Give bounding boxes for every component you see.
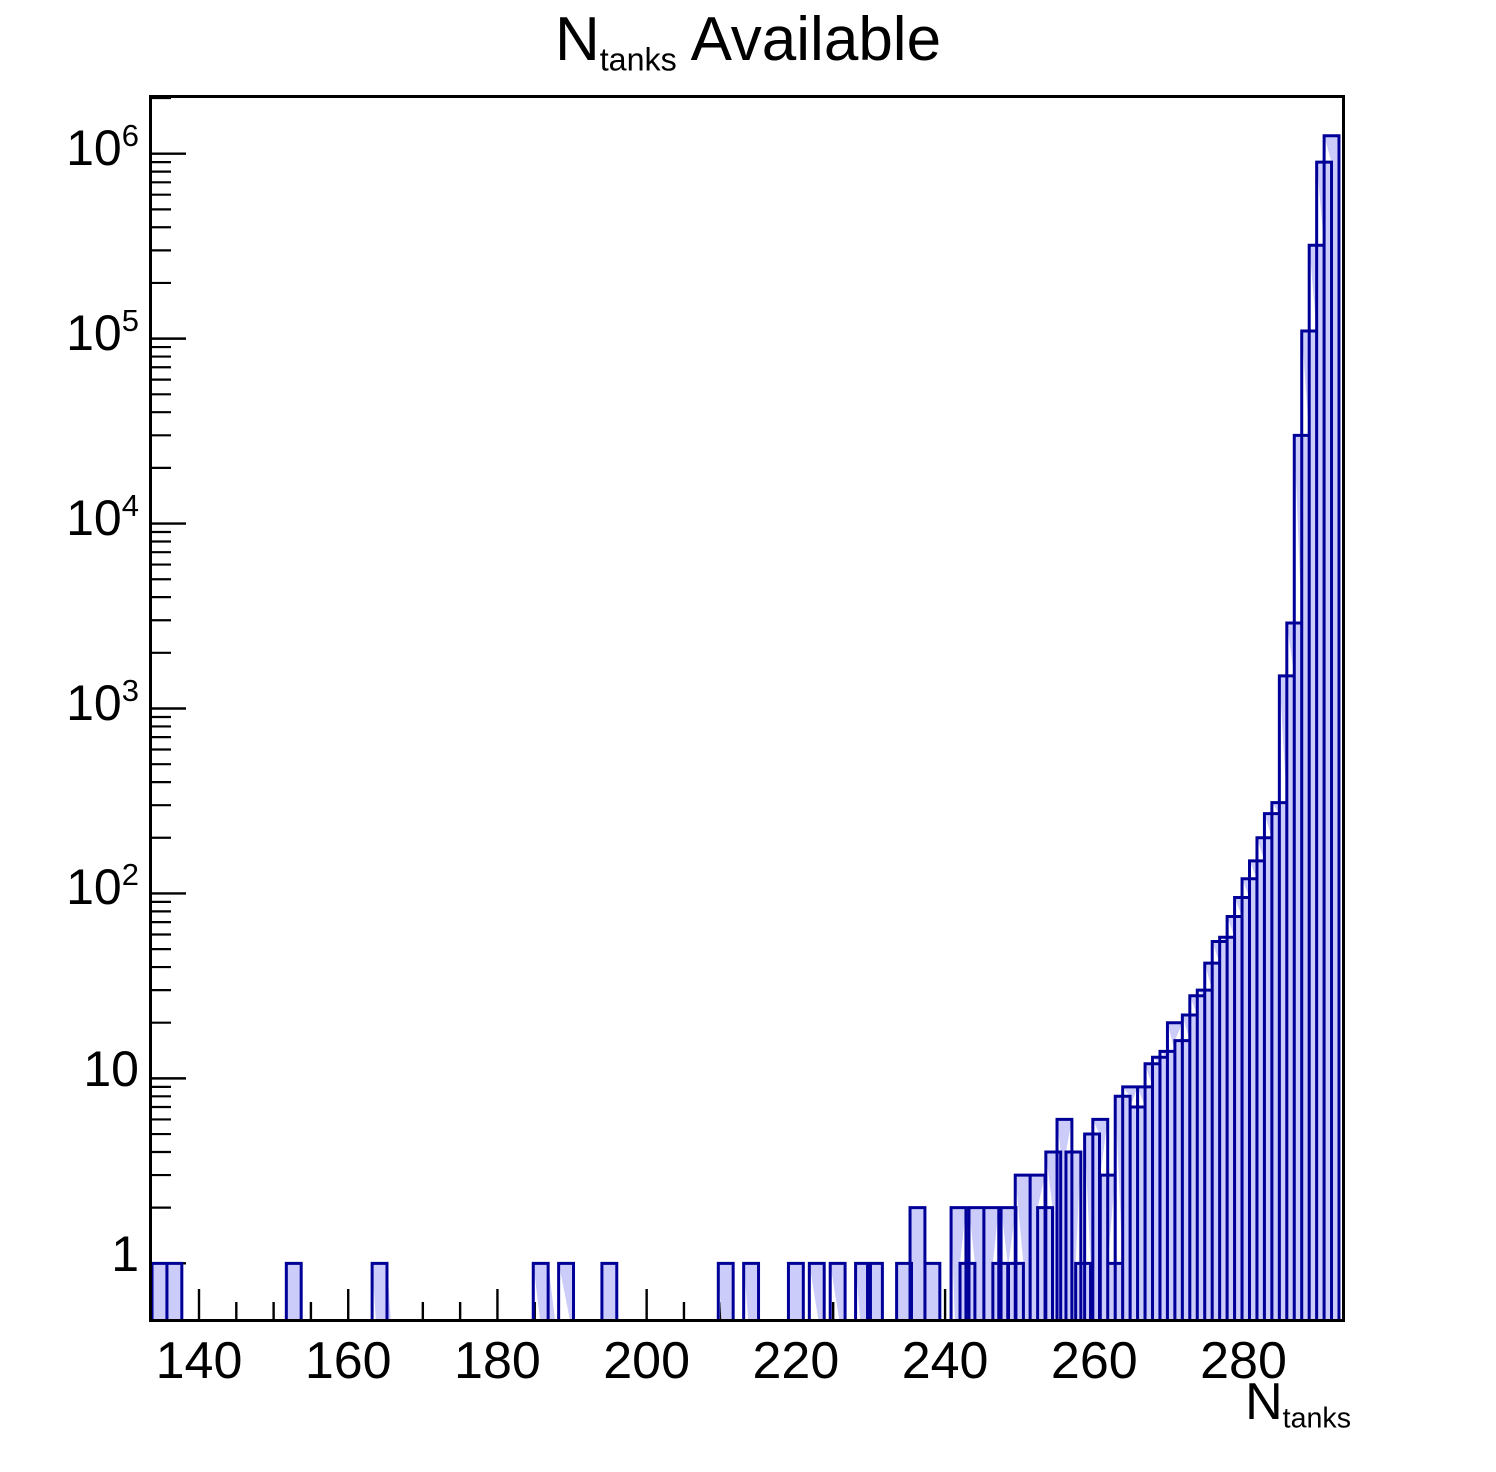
y-tick-label-1: 1 (111, 1226, 139, 1283)
x-tick-label-240: 240 (901, 1332, 989, 1390)
x-axis-title-main: N (1245, 1373, 1283, 1431)
x-tick-label-180: 180 (454, 1332, 541, 1390)
x-tick-label-200: 200 (603, 1332, 691, 1390)
chart-title: Ntanks Available (0, 4, 1496, 78)
histogram-outline (152, 134, 1341, 1319)
x-axis-title: Ntanks (1245, 1372, 1351, 1436)
x-tick-label-260: 260 (1050, 1332, 1138, 1390)
y-tick-label-10e2: 102 (66, 857, 139, 916)
x-tick-label-140: 140 (155, 1332, 243, 1390)
x-tick-label-160: 160 (304, 1332, 392, 1390)
y-tick-label-10e5: 105 (66, 302, 139, 361)
y-tick-label-10: 10 (83, 1041, 139, 1098)
y-tick-label-10e3: 103 (66, 672, 139, 731)
chart-title-subscript: tanks (599, 41, 677, 78)
x-tick-label-220: 220 (752, 1332, 840, 1390)
x-axis-title-subscript: tanks (1282, 1402, 1351, 1435)
plot-frame (149, 95, 1345, 1322)
y-tick-label-10e6: 106 (66, 117, 139, 176)
histogram-plot-area (152, 98, 1341, 1319)
chart-title-main: N (554, 5, 600, 74)
y-tick-label-10e4: 104 (66, 487, 139, 546)
chart-title-rest: Available (676, 5, 942, 74)
x-tick-label-280: 280 (1200, 1332, 1287, 1390)
